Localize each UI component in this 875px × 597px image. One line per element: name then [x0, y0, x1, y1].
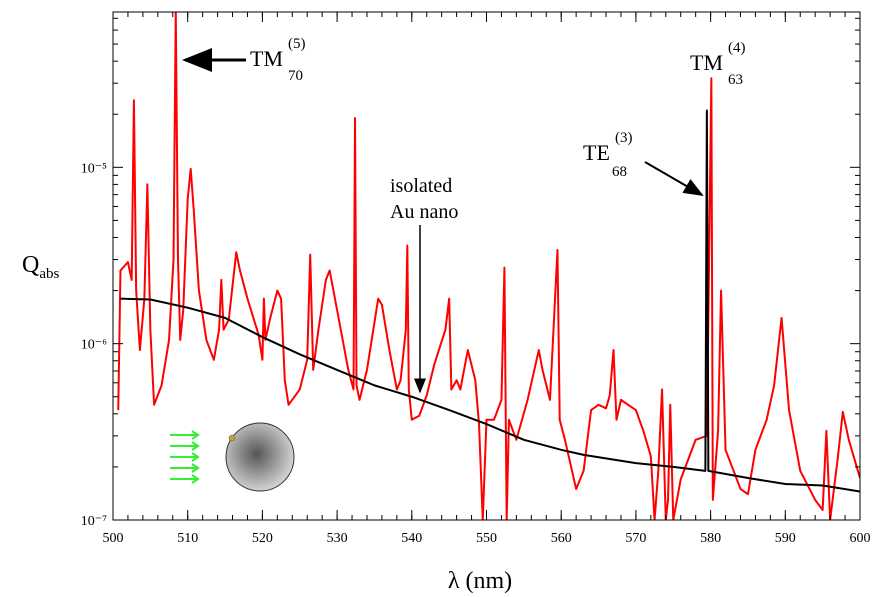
- annotation-sub: 70: [288, 68, 303, 84]
- x-tick-label: 530: [327, 531, 348, 546]
- x-tick-label: 570: [625, 531, 646, 546]
- y-tick-label: 10⁻⁶: [81, 338, 107, 353]
- y-tick-label: 10⁻⁵: [81, 161, 107, 176]
- x-axis-label: λ (nm): [448, 568, 512, 594]
- y-tick-label: 10⁻⁷: [81, 514, 107, 529]
- annotation-sup: (4): [728, 40, 746, 56]
- annotation-sup: (3): [615, 130, 633, 146]
- x-tick-label: 550: [476, 531, 497, 546]
- series-group: [117, 12, 860, 520]
- annotation-text: TE: [583, 140, 610, 165]
- x-tick-label: 500: [103, 531, 124, 546]
- x-tick-label: 520: [252, 531, 273, 546]
- x-tick-label: 560: [551, 531, 572, 546]
- plot-area: [117, 12, 860, 520]
- annotation-text: isolated: [390, 175, 452, 197]
- data-line: [117, 12, 860, 520]
- annotation-sub: 63: [728, 72, 743, 88]
- x-tick-label: 510: [177, 531, 198, 546]
- data-line: [120, 109, 860, 493]
- x-tick-label: 600: [850, 531, 871, 546]
- annotation-sub: 68: [612, 164, 627, 180]
- annotation-text: TM: [250, 46, 283, 71]
- inset: [170, 422, 295, 492]
- annotation: TM (4) 63: [690, 40, 746, 88]
- x-tick-label: 580: [700, 531, 721, 546]
- annotation: TM (5) 70: [182, 36, 306, 84]
- annotation: TE (3) 68: [583, 130, 704, 197]
- y-axis-label: Qabs: [22, 252, 60, 282]
- x-tick-label: 540: [401, 531, 422, 546]
- x-tick-label: 590: [775, 531, 796, 546]
- annotation-sup: (5): [288, 36, 306, 52]
- annotation: isolated Au nano: [390, 175, 458, 394]
- annotation-text: TM: [690, 50, 723, 75]
- annotation-text: Au nano: [390, 201, 458, 223]
